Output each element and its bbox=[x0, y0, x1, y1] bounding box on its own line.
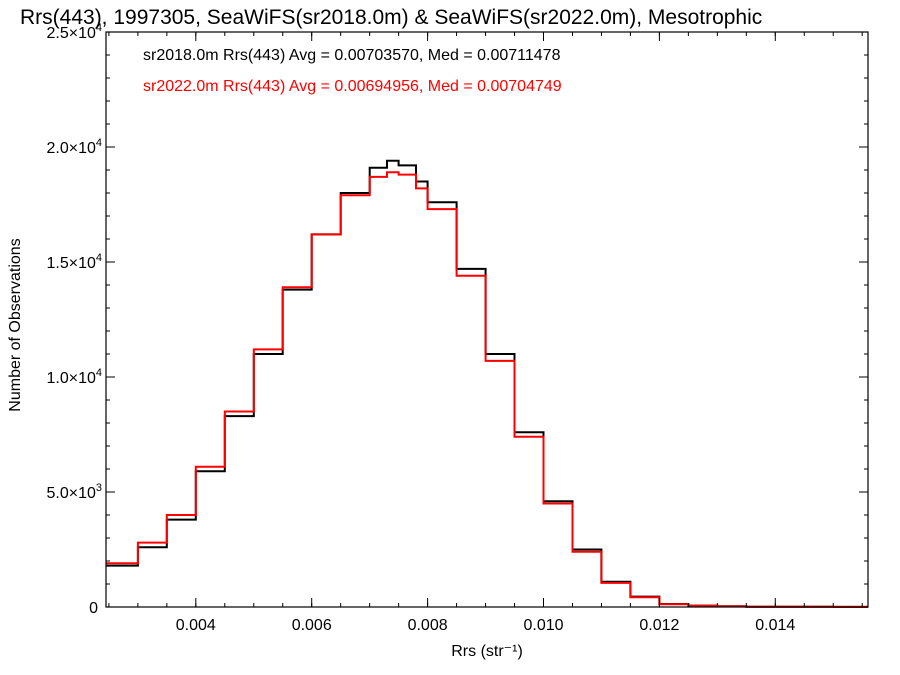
x-tick-label: 0.014 bbox=[755, 617, 795, 634]
x-tick-label: 0.004 bbox=[176, 617, 216, 634]
y-tick-label: 0 bbox=[89, 600, 98, 617]
y-tick-label: 2.0×104 bbox=[46, 137, 102, 157]
x-axis-label: Rrs (str⁻¹) bbox=[451, 643, 523, 660]
series-layer bbox=[106, 159, 868, 608]
chart-title: Rrs(443), 1997305, SeaWiFS(sr2018.0m) & … bbox=[20, 6, 762, 29]
y-tick-label: 5.0×103 bbox=[46, 482, 102, 502]
y-tick-label: 2.5×104 bbox=[46, 22, 102, 42]
y-tick-label: 1.0×104 bbox=[46, 367, 102, 387]
y-tick-label: 1.5×104 bbox=[46, 252, 102, 272]
x-tick-label: 0.006 bbox=[292, 617, 332, 634]
x-tick-label: 0.008 bbox=[408, 617, 448, 634]
annotation-2: sr2022.0m Rrs(443) Avg = 0.00694956, Med… bbox=[143, 78, 562, 95]
annotation-1: sr2018.0m Rrs(443) Avg = 0.00703570, Med… bbox=[143, 47, 561, 64]
legend-annotations: sr2018.0m Rrs(443) Avg = 0.00703570, Med… bbox=[143, 47, 562, 95]
y-axis-label: Number of Observations bbox=[7, 238, 24, 411]
ticks-layer: 0.004 0.006 0.008 0.010 0.012 0.014 0 5.0×103 1.… bbox=[46, 22, 868, 634]
y-axis-label-group: Number of Observations bbox=[7, 238, 24, 411]
plot-frame bbox=[105, 31, 869, 608]
x-tick-label: 0.012 bbox=[639, 617, 679, 634]
x-tick-label: 0.010 bbox=[523, 617, 563, 634]
series-line-1 bbox=[106, 159, 868, 608]
series-line-2 bbox=[106, 171, 868, 608]
